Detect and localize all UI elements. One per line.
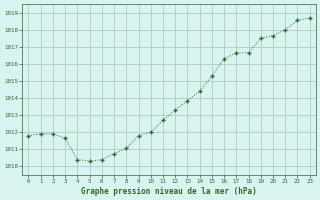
X-axis label: Graphe pression niveau de la mer (hPa): Graphe pression niveau de la mer (hPa): [81, 187, 257, 196]
